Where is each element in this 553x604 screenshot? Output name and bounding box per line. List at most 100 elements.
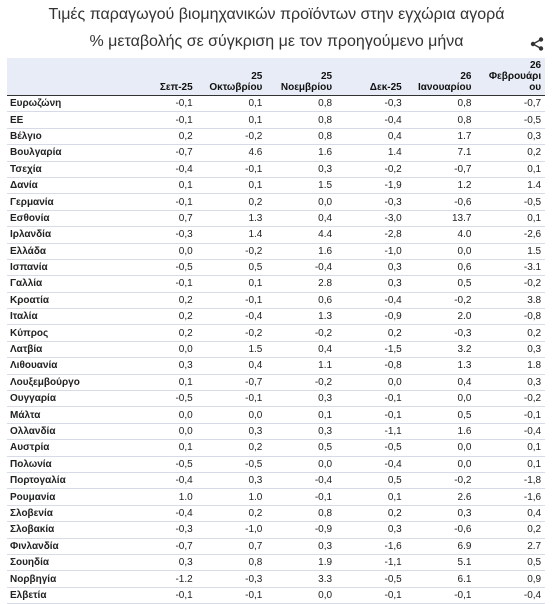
value-cell: -0,4 <box>266 472 337 490</box>
country-cell: Ευρωζώνη <box>7 95 127 113</box>
country-cell: Ισπανία <box>7 259 127 277</box>
value-cell: -3,0 <box>336 210 406 228</box>
value-cell: -0,1 <box>127 587 197 604</box>
table-row: Σλοβενία -0,4 0,2 0,8 0,2 0,3 0,4 <box>7 505 546 523</box>
country-cell: Βουλγαρία <box>7 144 127 162</box>
value-cell: 0,2 <box>475 521 546 539</box>
value-cell: 0,2 <box>127 324 197 342</box>
value-cell: -0,4 <box>336 292 406 310</box>
value-cell: -0,2 <box>336 161 406 178</box>
value-cell: 0,0 <box>336 374 406 392</box>
table-row: Φινλανδία -0,7 0,7 0,3 -1,6 6.9 2.7 <box>7 538 546 555</box>
table-row: Λατβία 0,0 1.5 0,4 -1,5 3.2 0,3 <box>7 341 546 359</box>
country-cell: Πολωνία <box>7 456 127 473</box>
value-cell: -0,4 <box>336 111 406 129</box>
table-row: Σουηδία 0,3 0,8 1.9 -1,1 5.1 0,5 <box>7 554 546 572</box>
value-cell: -0,2 <box>196 128 267 146</box>
data-table-wrapper: Σεπ-25 25 Οκτωβρίου 25 Νοεμβρίου Δεκ-25 26 Ιανο… <box>7 58 546 604</box>
value-cell: 0,3 <box>196 423 267 441</box>
value-cell: 0,2 <box>336 505 406 523</box>
value-cell: 3.2 <box>405 341 476 359</box>
value-cell: -0,1 <box>336 390 406 408</box>
value-cell: 0,7 <box>127 210 197 228</box>
value-cell: 3.3 <box>266 570 337 588</box>
value-cell: 0,3 <box>266 161 337 178</box>
value-cell: 0,1 <box>196 111 267 129</box>
table-row: Γαλλία -0,1 0,1 2.8 0,3 0,5 -0,2 <box>7 275 546 293</box>
table-header-row: Σεπ-25 25 Οκτωβρίου 25 Νοεμβρίου Δεκ-25 26 Ιανο… <box>7 58 546 96</box>
column-header: 25 Οκτωβρίου <box>196 58 267 96</box>
value-cell: 0,3 <box>475 341 546 359</box>
value-cell: 1.4 <box>336 144 406 162</box>
value-cell: -0,5 <box>336 570 406 588</box>
column-header: 26 Ιανουαρίου <box>405 58 476 96</box>
chart-title: Τιμές παραγωγού βιομηχανικών προϊόντων σ… <box>48 6 505 23</box>
value-cell: 0,1 <box>475 456 546 473</box>
value-cell: 0,2 <box>196 439 267 457</box>
chart-subtitle: % μεταβολής σε σύγκριση με τον προηγούμε… <box>89 33 464 50</box>
country-cell: Λουξεμβούργο <box>7 374 127 392</box>
value-cell: 0,2 <box>127 128 197 146</box>
value-cell: 1.5 <box>196 341 267 359</box>
value-cell: -1,0 <box>196 521 267 539</box>
value-cell: -0,5 <box>127 259 197 277</box>
value-cell: 0,1 <box>127 439 197 457</box>
value-cell: -0,5 <box>475 193 546 211</box>
value-cell: 0,3 <box>266 423 337 441</box>
table-row: Σλοβακία -0,3 -1,0 -0,9 0,3 -0,6 0,2 <box>7 521 546 539</box>
value-cell: -0,9 <box>266 521 337 539</box>
column-header-country <box>7 58 127 96</box>
country-cell: Εσθονία <box>7 210 127 228</box>
country-cell: Μάλτα <box>7 406 127 424</box>
value-cell: -0,3 <box>127 226 197 244</box>
value-cell: 0,3 <box>475 374 546 392</box>
value-cell: 0,0 <box>266 193 337 211</box>
column-header: 26 Φεβρουάρι ου <box>475 58 546 96</box>
value-cell: -0,1 <box>196 292 267 310</box>
table-row: Ολλανδία 0,0 0,3 0,3 -1,1 1.6 -0,4 <box>7 423 546 441</box>
value-cell: 0,8 <box>266 111 337 129</box>
value-cell: 1.0 <box>127 488 197 506</box>
country-cell: Λατβία <box>7 341 127 359</box>
value-cell: -1,1 <box>336 423 406 441</box>
value-cell: 0,8 <box>266 128 337 146</box>
value-cell: 2.6 <box>405 488 476 506</box>
country-cell: Ρουμανία <box>7 488 127 506</box>
value-cell: 1.6 <box>266 144 337 162</box>
country-cell: Ουγγαρία <box>7 390 127 408</box>
value-cell: 0,0 <box>405 439 476 457</box>
value-cell: -0,6 <box>405 521 476 539</box>
value-cell: -0,1 <box>127 275 197 293</box>
table-row: Πορτογαλία -0,4 0,3 -0,4 0,5 -0,2 -1,8 <box>7 472 546 490</box>
value-cell: -0,3 <box>127 521 197 539</box>
table-row: Ουγγαρία -0,5 -0,1 0,3 -0,1 0,0 -0,2 <box>7 390 546 408</box>
value-cell: 0,3 <box>266 538 337 555</box>
value-cell: -0,1 <box>196 161 267 178</box>
value-cell: -0,7 <box>127 538 197 555</box>
column-header: Σεπ-25 <box>127 58 197 96</box>
value-cell: 0,2 <box>127 308 197 326</box>
country-cell: Ιρλανδία <box>7 226 127 244</box>
table-row: Εσθονία 0,7 1.3 0,4 -3,0 13.7 0,1 <box>7 210 546 228</box>
value-cell: -0,4 <box>266 259 337 277</box>
table-row: Γερμανία -0,1 0,2 0,0 -0,3 -0,6 -0,5 <box>7 193 546 211</box>
value-cell: -0,5 <box>127 456 197 473</box>
value-cell: 0,6 <box>405 259 476 277</box>
table-row: Βέλγιο 0,2 -0,2 0,8 0,4 1.7 0,3 <box>7 128 546 146</box>
value-cell: 0,0 <box>196 406 267 424</box>
value-cell: -2,6 <box>475 226 546 244</box>
value-cell: 0,6 <box>266 292 337 310</box>
value-cell: -1,8 <box>475 472 546 490</box>
value-cell: -0,4 <box>475 423 546 441</box>
value-cell: -0,3 <box>405 324 476 342</box>
value-cell: 0,3 <box>336 521 406 539</box>
country-cell: Πορτογαλία <box>7 472 127 490</box>
value-cell: 13.7 <box>405 210 476 228</box>
column-header: Δεκ-25 <box>336 58 406 96</box>
value-cell: 0,7 <box>196 538 267 555</box>
value-cell: 6.9 <box>405 538 476 555</box>
share-icon[interactable] <box>530 37 544 51</box>
value-cell: 1.3 <box>405 357 476 375</box>
country-cell: ΕΕ <box>7 111 127 129</box>
country-cell: Γαλλία <box>7 275 127 293</box>
